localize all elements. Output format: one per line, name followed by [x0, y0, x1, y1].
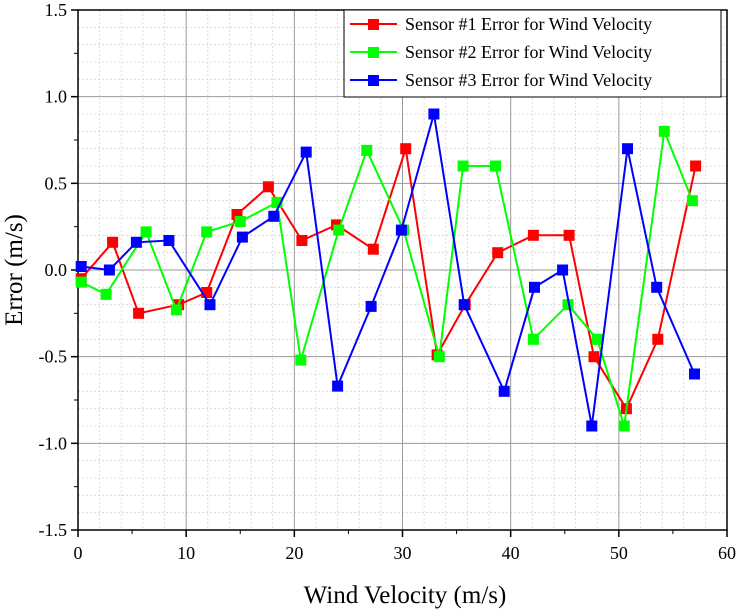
- legend-label-sensor-2: Sensor #2 Error for Wind Velocity: [405, 42, 652, 62]
- data-point-sensor-3: [236, 231, 248, 243]
- data-point-sensor-3: [458, 299, 470, 311]
- data-point-sensor-1: [133, 307, 145, 319]
- data-point-sensor-2: [140, 226, 152, 238]
- x-tick-label: 0: [74, 543, 83, 563]
- data-point-sensor-3: [622, 143, 633, 155]
- x-axis-title: Wind Velocity (m/s): [304, 582, 507, 609]
- legend-box: [343, 9, 722, 98]
- data-point-sensor-2: [295, 354, 307, 366]
- data-point-sensor-2: [234, 216, 246, 227]
- data-point-sensor-1: [588, 351, 600, 363]
- data-point-sensor-1: [400, 143, 412, 155]
- y-axis-title: Error (m/s): [1, 214, 28, 326]
- y-tick-label: -0.5: [39, 347, 68, 367]
- legend-item-sensor-3: Sensor #3 Error for Wind Velocity: [350, 70, 652, 90]
- data-point-sensor-2: [618, 420, 630, 432]
- data-point-sensor-2: [686, 195, 698, 207]
- legend-item-sensor-2: Sensor #2 Error for Wind Velocity: [350, 42, 652, 62]
- legend-item-sensor-1: Sensor #1 Error for Wind Velocity: [350, 14, 652, 34]
- x-tick-label: 40: [502, 543, 520, 563]
- series-layer: [75, 108, 702, 432]
- series-line-sensor-2: [80, 127, 694, 427]
- series-line-sensor-3: [81, 113, 696, 427]
- legend-label-sensor-1: Sensor #1 Error for Wind Velocity: [405, 14, 652, 34]
- x-tick-label: 50: [610, 543, 628, 563]
- data-point-sensor-2: [75, 276, 87, 288]
- data-point-sensor-3: [103, 264, 115, 276]
- legend-marker-sensor-1: [368, 19, 379, 30]
- data-point-sensor-3: [395, 224, 407, 236]
- data-point-sensor-1: [367, 243, 379, 255]
- y-tick-label: -1.5: [39, 520, 68, 540]
- data-point-sensor-3: [163, 235, 175, 246]
- data-point-sensor-2: [333, 224, 345, 236]
- data-point-sensor-3: [365, 300, 377, 312]
- x-tick-label: 20: [285, 543, 303, 563]
- x-tick-label: 60: [718, 543, 736, 563]
- data-point-sensor-2: [100, 288, 112, 300]
- data-point-sensor-3: [586, 420, 598, 432]
- x-tick-label: 10: [177, 543, 195, 563]
- data-point-sensor-3: [268, 210, 280, 222]
- y-tick-label: 1.0: [45, 87, 68, 107]
- data-point-sensor-2: [562, 299, 574, 311]
- data-point-sensor-1: [527, 229, 539, 241]
- y-tick-label: 0.5: [45, 173, 68, 193]
- data-point-sensor-3: [557, 264, 569, 276]
- data-point-sensor-3: [689, 368, 700, 380]
- data-point-sensor-2: [361, 144, 373, 156]
- data-point-sensor-2: [527, 333, 539, 345]
- legend-label-sensor-3: Sensor #3 Error for Wind Velocity: [405, 70, 652, 90]
- data-point-sensor-1: [690, 160, 702, 172]
- data-point-sensor-3: [204, 299, 216, 311]
- data-point-sensor-1: [492, 247, 504, 259]
- data-point-sensor-1: [262, 181, 274, 193]
- data-point-sensor-2: [271, 196, 283, 208]
- data-point-sensor-1: [231, 209, 243, 220]
- data-point-sensor-3: [130, 236, 142, 248]
- data-point-sensor-2: [433, 351, 445, 363]
- data-point-sensor-2: [457, 160, 469, 172]
- data-point-sensor-1: [107, 236, 119, 248]
- data-point-sensor-3: [300, 146, 312, 158]
- y-tick-label: -1.0: [39, 433, 68, 453]
- y-tick-label: 1.5: [45, 0, 68, 20]
- data-point-sensor-3: [428, 108, 440, 120]
- legend-marker-sensor-3: [368, 75, 379, 86]
- data-point-sensor-2: [170, 304, 182, 316]
- data-point-sensor-3: [529, 281, 540, 293]
- data-point-sensor-1: [563, 229, 575, 241]
- data-point-sensor-1: [201, 287, 213, 298]
- data-point-sensor-2: [490, 160, 501, 172]
- data-point-sensor-3: [332, 380, 344, 392]
- axis-ticks: [71, 9, 728, 537]
- data-point-sensor-2: [201, 226, 213, 238]
- data-point-sensor-1: [652, 333, 664, 345]
- legend-marker-sensor-2: [368, 47, 379, 58]
- data-point-sensor-1: [296, 235, 308, 246]
- legend: Sensor #1 Error for Wind Velocity Sensor…: [343, 9, 722, 98]
- y-tick-label: 0.0: [45, 260, 68, 280]
- series-sensor-3: [75, 108, 700, 432]
- tick-labels: 0 10 20 30 40 50 60 -1.5 -1.0 -0.5 0.0 0.5 1.0 1.5: [39, 0, 737, 563]
- data-point-sensor-3: [498, 385, 510, 397]
- data-point-sensor-2: [591, 333, 603, 345]
- x-tick-label: 30: [394, 543, 412, 563]
- data-point-sensor-3: [75, 261, 87, 272]
- data-point-sensor-3: [651, 281, 663, 293]
- data-point-sensor-2: [658, 125, 670, 137]
